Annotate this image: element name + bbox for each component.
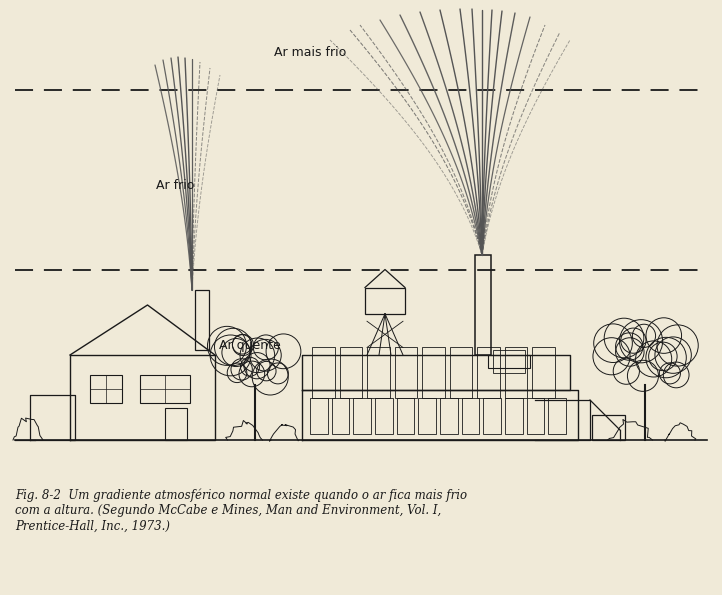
Bar xyxy=(331,397,349,434)
Bar xyxy=(548,397,566,434)
Text: com a altura. (Segundo McCabe e Mines, Man and Environment, Vol. I,: com a altura. (Segundo McCabe e Mines, M… xyxy=(15,504,441,517)
Bar xyxy=(418,397,436,434)
Text: Ar mais frio: Ar mais frio xyxy=(274,45,346,58)
Bar xyxy=(140,375,190,403)
Bar xyxy=(505,347,528,398)
Bar xyxy=(422,347,445,398)
Bar xyxy=(195,290,209,350)
Text: Prentice-Hall, Inc., 1973.): Prentice-Hall, Inc., 1973.) xyxy=(15,520,170,533)
Bar xyxy=(367,347,390,398)
Bar xyxy=(90,375,122,403)
Bar xyxy=(375,397,393,434)
Bar xyxy=(592,415,625,440)
Bar xyxy=(365,287,405,314)
Bar xyxy=(165,408,187,440)
Bar xyxy=(505,397,523,434)
Bar xyxy=(461,397,479,434)
Bar xyxy=(450,347,472,398)
Bar xyxy=(493,350,525,373)
Bar xyxy=(488,355,530,368)
Text: Ar quente: Ar quente xyxy=(219,339,281,352)
Bar xyxy=(339,347,362,398)
Bar xyxy=(526,397,544,434)
Bar xyxy=(396,397,414,434)
Bar xyxy=(310,397,328,434)
Bar xyxy=(475,255,491,355)
Text: Fig. 8-2  Um gradiente atmosférico normal existe quando o ar fica mais frio: Fig. 8-2 Um gradiente atmosférico normal… xyxy=(15,488,467,502)
Bar xyxy=(312,347,334,398)
Bar xyxy=(532,347,555,398)
Bar xyxy=(483,397,501,434)
Bar xyxy=(395,347,417,398)
Text: Ar frio: Ar frio xyxy=(156,178,194,192)
Bar xyxy=(440,397,458,434)
Bar xyxy=(477,347,500,398)
Bar xyxy=(353,397,371,434)
